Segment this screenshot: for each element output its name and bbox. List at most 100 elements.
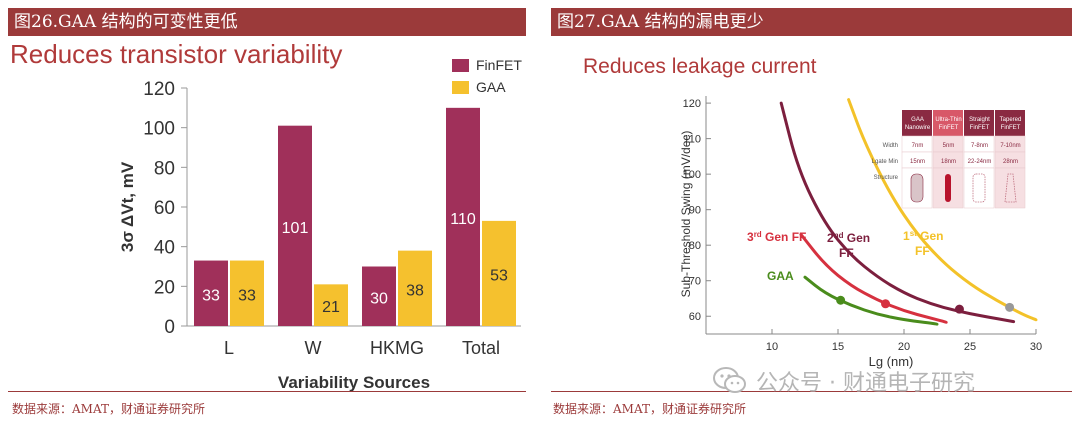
inset-row-label: Structure	[874, 175, 899, 181]
x-category-label: W	[305, 338, 322, 358]
chart-title: Reduces transistor variability	[10, 39, 342, 69]
structure-inset-table: GAA Nanowire Ultra-Thin FinFET Straight FinFE…	[872, 110, 1026, 209]
inset-cell-value: 15nm	[910, 159, 925, 165]
y-tick-label: 20	[154, 277, 175, 298]
label-gen2-finfet: 2nd Gen	[827, 231, 870, 246]
inset-column-header	[995, 110, 1025, 136]
x-axis-categories: L W HKMG Total	[224, 338, 500, 358]
bar-value-label: 110	[450, 211, 476, 228]
y-axis-ticks: 0 20 40 60 80 100 120	[143, 79, 187, 338]
watermark-text: 公众号 · 财通电子研究	[756, 371, 975, 396]
left-source-rule	[8, 391, 526, 392]
x-category-label: L	[224, 338, 234, 358]
wechat-icon	[713, 367, 746, 393]
y-tick-label: 100	[143, 119, 175, 140]
y-axis-label: 3σ ΔVt, mV	[118, 161, 137, 252]
legend-label-finfet: FinFET	[476, 57, 522, 73]
inset-cell	[963, 167, 995, 209]
figure-26-panel: 图26.GAA 结构的可变性更低 Reduces transistor vari…	[8, 8, 526, 396]
curve-gen1-finfet	[847, 98, 1038, 322]
inset-row-label: Width	[883, 143, 898, 149]
bar-gaa	[230, 260, 264, 326]
marker-gaa	[836, 295, 846, 305]
inset-cell	[994, 167, 1026, 209]
label-gen2-finfet-line2: FF	[839, 246, 854, 260]
bar-finfet	[194, 260, 228, 326]
y-tick-label: 60	[689, 311, 701, 323]
bar-value-label: 101	[282, 220, 309, 237]
x-tick-label: 10	[766, 341, 778, 353]
inset-cell-value: 7-8nm	[971, 143, 988, 149]
bar-value-label: 53	[490, 267, 508, 284]
y-tick-label: 100	[683, 169, 701, 181]
label-gen1-finfet-line2: FF	[915, 244, 930, 258]
bar-value-label: 33	[238, 287, 256, 304]
line-series	[779, 98, 1038, 326]
y-tick-label: 80	[154, 158, 175, 179]
inset-cell-value: 22-24nm	[968, 159, 992, 165]
bar-gaa	[314, 284, 348, 326]
inset-column-header	[964, 110, 994, 136]
y-tick-label: 110	[683, 134, 701, 146]
leakage-line-chart: Reduces leakage current 60 70 80 90 100 110 12…	[583, 55, 1042, 369]
x-category-label: Total	[462, 338, 500, 358]
variability-bar-chart: Reduces transistor variability 0 20 40 60 80…	[10, 39, 522, 392]
right-source-note: 数据来源：AMAT，财通证券研究所	[553, 402, 746, 416]
y-tick-label: 90	[689, 205, 701, 217]
x-axis-label: Variability Sources	[278, 373, 430, 392]
straight-fin-structure-icon	[972, 173, 986, 203]
inset-column-header-text: Straight FinFET	[969, 117, 990, 131]
bar-value-label: 21	[322, 299, 340, 316]
y-tick-label: 0	[164, 317, 175, 338]
x-category-label: HKMG	[370, 338, 424, 358]
bar-finfet	[278, 125, 312, 326]
inset-cell-value: 7-10nm	[1000, 143, 1020, 149]
inset-column-header	[902, 110, 932, 136]
label-gen3-finfet: 3rd Gen FF	[747, 230, 806, 245]
figure-26-header: 图26.GAA 结构的可变性更低	[8, 8, 526, 36]
label-gaa: GAA	[767, 269, 794, 283]
inset-column-header-text: Ultra-Thin FinFET	[935, 117, 961, 131]
bar-value-label: 30	[370, 290, 388, 307]
curve-gen3-finfet	[799, 233, 948, 324]
bar-value-label: 38	[406, 282, 424, 299]
inset-column-header-text: GAA Nanowire	[905, 117, 931, 131]
marker-gen3-finfet	[881, 299, 891, 309]
x-axis-ticks: 10 15 20 25 30	[766, 329, 1042, 353]
tapered-fin-structure-icon	[1004, 173, 1017, 203]
x-tick-label: 15	[832, 341, 844, 353]
chart-title: Reduces leakage current	[583, 55, 817, 78]
x-axis-label: Lg (nm)	[869, 354, 914, 369]
inset-cell-value: 7nm	[912, 143, 924, 149]
x-tick-label: 25	[964, 341, 976, 353]
y-tick-label: 60	[154, 198, 175, 219]
bar-gaa	[398, 250, 432, 326]
left-source-note: 数据来源：AMAT，财通证券研究所	[12, 402, 205, 416]
ultra-thin-fin-structure-icon	[945, 174, 951, 202]
bar-finfet	[446, 107, 480, 326]
legend-label-gaa: GAA	[476, 79, 506, 95]
y-tick-label: 120	[143, 79, 175, 100]
inset-cell-value: 18nm	[941, 159, 956, 165]
legend: FinFET GAA	[452, 57, 522, 95]
nanowire-structure-icon	[910, 173, 924, 203]
bar-finfet	[362, 266, 396, 326]
y-axis-ticks: 60 70 80 90 100 110 120	[683, 98, 711, 323]
x-tick-label: 20	[898, 341, 910, 353]
inset-cell-value: 5nm	[943, 143, 955, 149]
inset-column-header-text: Tapered FinFET	[1000, 117, 1022, 131]
legend-swatch-finfet	[452, 59, 469, 72]
inset-column-header	[933, 110, 963, 136]
bar-series: 33 33 101 21 30 38 110 53	[194, 107, 516, 326]
right-source-rule	[551, 391, 1072, 392]
figure-27-header: 图27.GAA 结构的漏电更少	[551, 8, 1072, 36]
label-gen1-finfet: 1st Gen	[903, 229, 943, 244]
bar-gaa	[482, 220, 516, 326]
bar-value-label: 33	[202, 287, 220, 304]
y-tick-label: 80	[689, 240, 701, 252]
x-tick-label: 30	[1030, 341, 1042, 353]
legend-swatch-gaa	[452, 81, 469, 94]
figure-27-panel: 图27.GAA 结构的漏电更少 Reduces leakage current …	[551, 8, 1072, 396]
y-tick-label: 120	[683, 98, 701, 110]
